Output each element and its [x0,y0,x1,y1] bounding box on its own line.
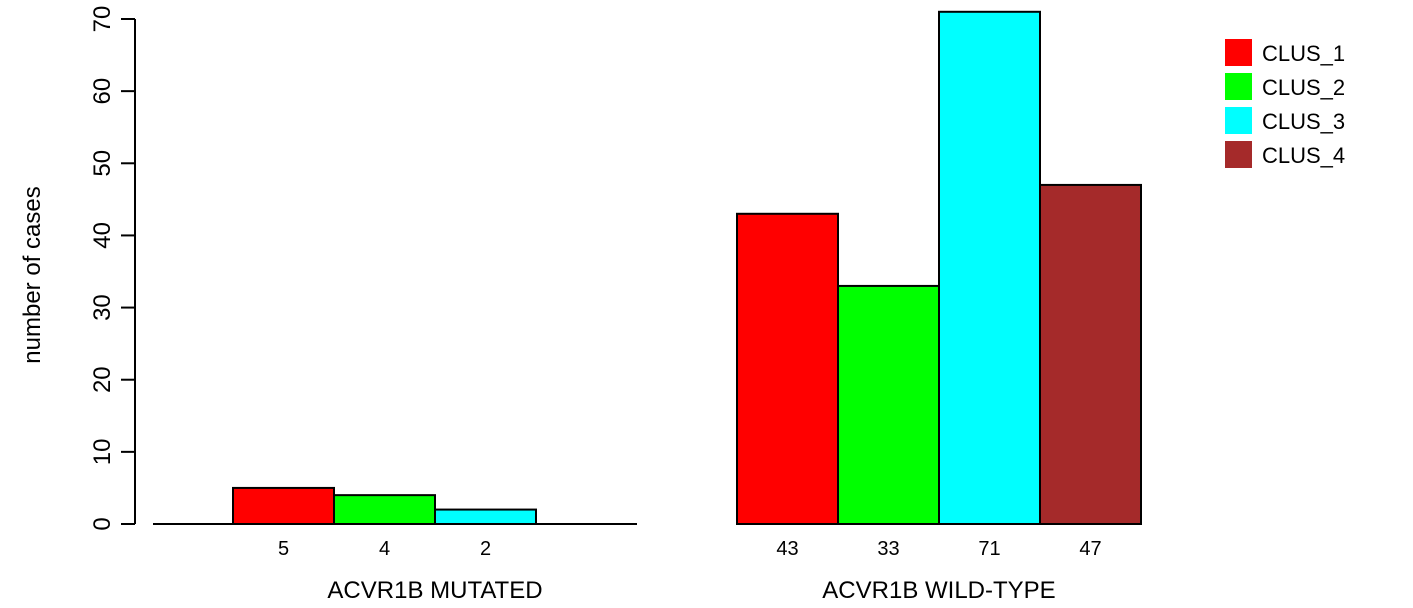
y-tick-label: 70 [89,6,116,33]
y-tick-label: 10 [89,439,116,466]
bar-clus-3-mutated [434,508,537,526]
y-tick-label: 0 [89,517,116,530]
group-labels: ACVR1B MUTATED ACVR1B WILD-TYPE [327,577,1055,604]
y-axis-title: number of cases [19,186,46,363]
data-label: 2 [480,538,491,560]
bar-clus-2-mutated [333,494,436,525]
legend: CLUS_1 CLUS_2 CLUS_3 CLUS_4 [1225,39,1345,168]
y-tick-label: 50 [89,150,116,177]
bars [232,10,1142,526]
legend-entry: CLUS_3 [1262,109,1345,134]
legend-swatch [1225,141,1252,168]
data-label: 4 [379,538,390,560]
group-label: ACVR1B WILD-TYPE [822,577,1055,604]
bar-clus-3-wild-type [938,10,1041,526]
bar-clus-1-mutated [232,486,335,525]
y-tick-label: 20 [89,366,116,393]
data-label: 33 [877,538,899,560]
bar-clus-4-wild-type [1039,183,1142,526]
legend-swatch [1225,107,1252,134]
y-axis: 0 10 20 30 40 50 60 70 [89,6,136,531]
legend-swatch [1225,73,1252,100]
bar-clus-2-wild-type [837,284,940,525]
legend-entry: CLUS_2 [1262,75,1345,100]
data-label: 47 [1079,538,1101,560]
y-tick-label: 40 [89,222,116,249]
legend-entry: CLUS_1 [1262,41,1345,66]
data-label: 71 [978,538,1000,560]
legend-swatch [1225,39,1252,66]
legend-entry: CLUS_4 [1262,143,1345,168]
y-tick-label: 60 [89,78,116,105]
data-label: 5 [278,538,289,560]
bar-clus-1-wild-type [736,212,839,526]
data-label: 43 [776,538,798,560]
data-labels: 5 4 2 43 33 71 47 [278,538,1102,560]
group-label: ACVR1B MUTATED [327,577,542,604]
y-tick-label: 30 [89,294,116,321]
